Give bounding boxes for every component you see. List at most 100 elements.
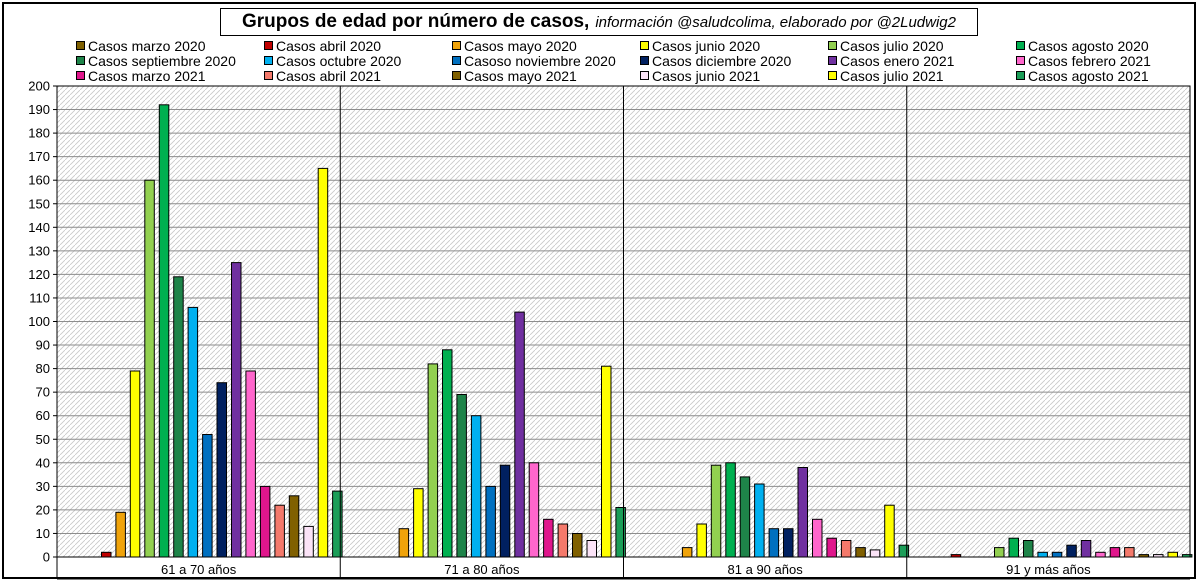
- y-tick-label: 10: [36, 526, 50, 541]
- legend-label: Casos mayo 2021: [464, 67, 577, 84]
- bar: [514, 311, 525, 558]
- bar: [398, 528, 410, 558]
- legend-label: Casos enero 2021: [840, 52, 955, 69]
- y-tick-label: 190: [28, 102, 50, 117]
- bar: [601, 365, 612, 558]
- legend-swatch: [452, 41, 461, 50]
- bar: [855, 547, 866, 558]
- legend-label: Casoso noviembre 2020: [464, 52, 616, 69]
- bar: [869, 549, 881, 558]
- legend-swatch: [828, 41, 837, 50]
- bar: [101, 551, 112, 558]
- legend-swatch: [264, 41, 273, 50]
- legend-label: Casos diciembre 2020: [652, 52, 792, 69]
- legend-label: Casos julio 2021: [840, 67, 944, 84]
- y-tick-label: 60: [36, 408, 50, 423]
- y-tick-label: 80: [36, 361, 50, 376]
- bar: [216, 382, 227, 558]
- legend-item: Casos marzo 2021: [76, 67, 206, 84]
- bar: [754, 483, 765, 558]
- bar: [1095, 551, 1106, 558]
- bar: [739, 476, 751, 558]
- bar: [1023, 540, 1034, 558]
- category-label: 81 a 90 años: [728, 562, 804, 577]
- bar: [129, 370, 141, 558]
- bar: [1124, 547, 1135, 558]
- bar: [231, 262, 242, 558]
- legend-swatch: [452, 71, 461, 80]
- legend-label: Casos abril 2021: [276, 67, 382, 84]
- bar: [696, 523, 707, 558]
- y-tick-label: 100: [28, 314, 50, 329]
- bar: [797, 467, 808, 558]
- legend-item: Casos junio 2020: [640, 37, 761, 54]
- bar: [994, 547, 1005, 558]
- legend-item: Casos mayo 2021: [452, 67, 577, 84]
- bar: [725, 462, 736, 558]
- category-label: 61 a 70 años: [161, 562, 237, 577]
- y-tick-label: 150: [28, 196, 50, 211]
- legend-label: Casos marzo 2021: [88, 67, 206, 84]
- legend-item: Casos marzo 2020: [76, 37, 206, 54]
- legend-swatch: [264, 71, 273, 80]
- legend-swatch: [640, 56, 649, 65]
- legend-label: Casos marzo 2020: [88, 37, 206, 54]
- legend-item: Casos agosto 2020: [1016, 38, 1149, 54]
- y-tick-label: 130: [28, 243, 50, 258]
- bar: [485, 485, 496, 558]
- y-tick-label: 70: [36, 385, 50, 400]
- y-tick-label: 50: [36, 432, 50, 447]
- bar: [840, 540, 852, 558]
- bar: [158, 104, 170, 558]
- bar: [1008, 537, 1019, 558]
- bar: [202, 434, 213, 558]
- plot-border: [56, 85, 1191, 558]
- bar: [274, 504, 285, 558]
- legend-swatch: [1016, 41, 1025, 50]
- bar: [317, 167, 329, 558]
- y-tick-label: 170: [28, 149, 50, 164]
- y-tick-label: 30: [36, 479, 50, 494]
- category-label: 71 a 80 años: [444, 562, 520, 577]
- legend-swatch: [828, 71, 837, 80]
- bar: [528, 462, 540, 558]
- y-tick-label: 90: [36, 338, 50, 353]
- bar: [303, 525, 314, 558]
- legend-swatch: [264, 56, 273, 65]
- bar: [1066, 544, 1077, 558]
- legend-item: Casos diciembre 2020: [640, 52, 792, 69]
- legend-label: Casos julio 2020: [840, 37, 944, 54]
- legend-swatch: [1016, 56, 1025, 65]
- legend-label: Casos junio 2020: [652, 37, 761, 54]
- legend-swatch: [640, 71, 649, 80]
- legend-swatch: [76, 71, 85, 80]
- bar: [259, 485, 271, 558]
- legend-item: Casos agosto 2021: [1016, 67, 1149, 84]
- bar: [812, 518, 823, 558]
- legend-swatch: [640, 41, 649, 50]
- y-tick-label: 40: [36, 455, 50, 470]
- bar: [783, 528, 794, 558]
- bar: [572, 533, 583, 558]
- legend-label: Casos abril 2020: [276, 37, 382, 54]
- legend-label: Casos agosto 2021: [1028, 67, 1149, 84]
- legend-item: Casos julio 2020: [828, 37, 944, 54]
- bar: [288, 495, 300, 558]
- bar: [1037, 551, 1048, 558]
- y-tick-label: 200: [28, 79, 50, 94]
- legend-swatch: [452, 56, 461, 65]
- y-tick-label: 0: [43, 550, 50, 565]
- bar: [413, 488, 424, 558]
- bar: [1051, 551, 1063, 558]
- legend-item: Casos julio 2021: [828, 67, 944, 84]
- bar: [557, 523, 569, 558]
- bar: [499, 464, 511, 558]
- bar: [442, 349, 453, 558]
- bar: [456, 394, 467, 558]
- chart-legend: Casos marzo 2020 Casos abril 2020 Casos ma…: [0, 38, 1200, 84]
- legend-label: Casos febrero 2021: [1028, 52, 1151, 69]
- y-tick-label: 120: [28, 267, 50, 282]
- bar: [710, 464, 722, 558]
- y-tick-label: 110: [29, 290, 50, 305]
- y-tick-label: 140: [28, 220, 50, 235]
